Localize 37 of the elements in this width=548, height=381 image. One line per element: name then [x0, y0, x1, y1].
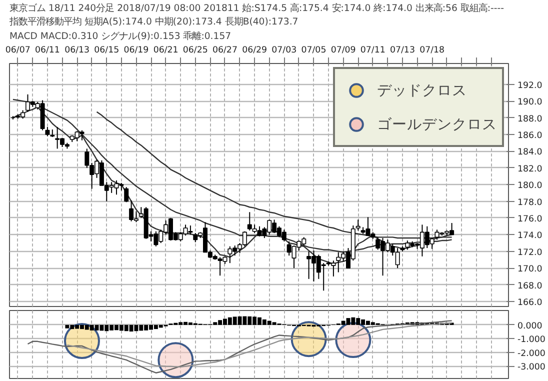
y-tick-label: 192.0: [518, 80, 542, 91]
legend-label: ゴールデンクロス: [377, 114, 497, 134]
x-tick-label: 06/15: [94, 46, 120, 56]
y-tick-label: -3.000: [518, 362, 546, 373]
x-tick-label: 06/13: [64, 46, 90, 56]
x-tick-label: 06/25: [182, 46, 208, 56]
y-tick-label: 166.0: [518, 298, 542, 308]
y-tick-label: 190.0: [518, 98, 542, 108]
y-tick-label: 186.0: [518, 130, 542, 141]
y-tick-label: 184.0: [518, 148, 542, 158]
x-tick-label: 07/09: [330, 46, 356, 56]
y-tick-label: 180.0: [518, 181, 542, 192]
y-tick-label: 0.000: [518, 321, 542, 332]
y-tick-label: -1.000: [518, 335, 546, 346]
x-tick-label: 07/18: [420, 46, 445, 56]
x-tick-label: 06/29: [242, 46, 268, 56]
y-tick-label: 176.0: [518, 214, 542, 224]
y-tick-label: 172.0: [518, 248, 542, 258]
y-tick-label: 170.0: [518, 264, 542, 275]
y-tick-label: 188.0: [518, 114, 542, 124]
y-tick-label: 174.0: [518, 231, 542, 242]
x-tick-label: 07/13: [390, 46, 415, 56]
x-tick-label: 07/03: [272, 46, 297, 56]
x-tick-label: 07/11: [360, 46, 386, 56]
y-tick-label: 178.0: [518, 198, 542, 208]
x-tick-label: 06/19: [124, 46, 149, 56]
x-tick-label: 06/27: [212, 46, 238, 56]
chart-subtitle: 指数平滑移動平均 短期A(5):174.0 中期(20):173.4 長期B(40):173.7 MACD MACD:0.310 シグナル(9):0.153 乖離:0.157: [8, 16, 298, 42]
y-tick-label: 168.0: [518, 281, 542, 292]
y-tick-label: -2.000: [518, 348, 546, 359]
chart-title: 東京ゴム 18/11 240分足 2018/07/19 08:00 201811 始:S174.5 高:175.4 安:174.0 終:174.0 出来高:56 取組高:----: [10, 3, 504, 14]
x-tick-label: 06/11: [34, 46, 60, 56]
legend-label: デッドクロス: [377, 80, 467, 100]
x-tick-label: 06/07: [5, 46, 30, 56]
y-tick-label: 182.0: [518, 164, 542, 174]
x-tick-label: 06/21: [153, 46, 178, 56]
x-tick-label: 07/05: [301, 46, 326, 56]
